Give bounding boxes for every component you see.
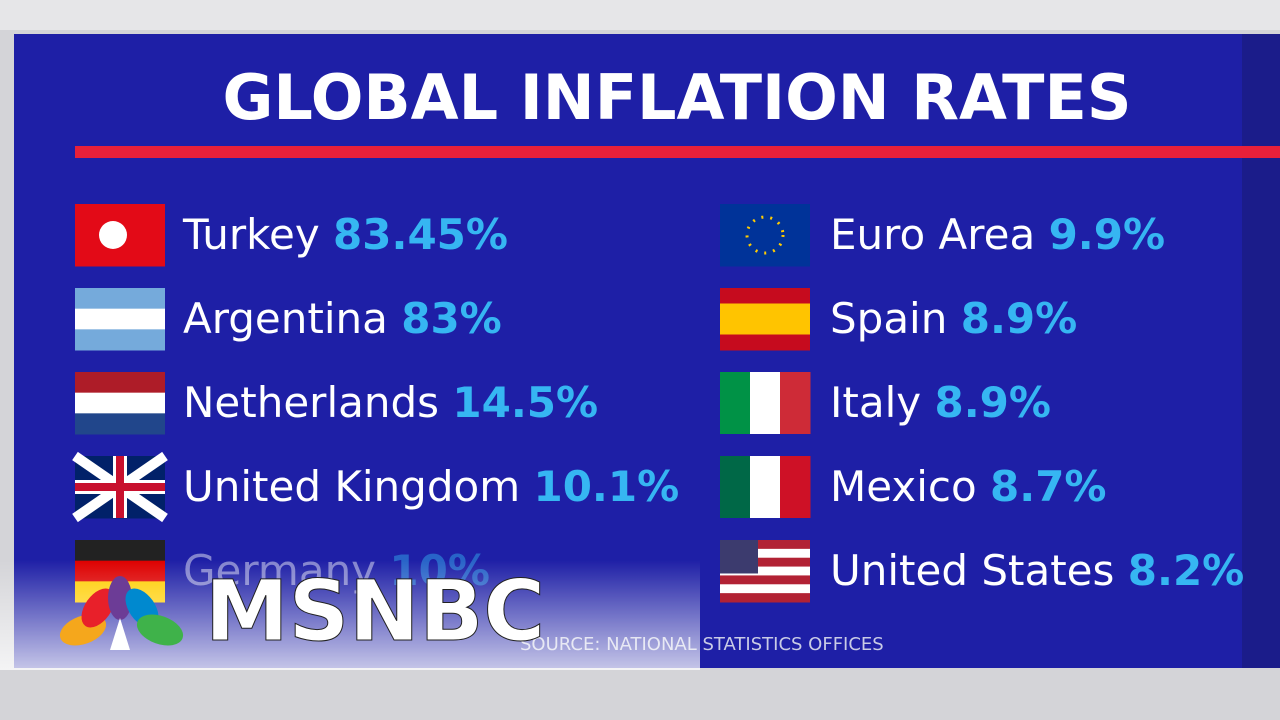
- country-rate: Spain 8.9%: [830, 294, 1077, 343]
- country-rate: Euro Area 9.9%: [830, 210, 1165, 259]
- flag-stripe: [75, 413, 165, 435]
- flag-stripe: [720, 575, 810, 585]
- row: Euro Area 9.9%: [720, 204, 1165, 267]
- rate: 14.5%: [452, 378, 598, 427]
- row: Mexico 8.7%: [720, 456, 1107, 518]
- country: Spain: [830, 294, 947, 343]
- country-rate: Italy 8.9%: [830, 378, 1051, 427]
- flag-stripe: [720, 584, 810, 594]
- flag-stripe: [720, 566, 810, 576]
- flag-stripe: [720, 372, 751, 434]
- flag-emblem: [745, 215, 785, 255]
- row: Argentina 83%: [75, 288, 502, 351]
- rate: 10.1%: [533, 462, 679, 511]
- row: Italy 8.9%: [720, 372, 1051, 434]
- rate: 8.2%: [1128, 546, 1244, 595]
- row: Turkey 83.45%: [75, 204, 508, 267]
- flag-stripe: [780, 372, 811, 434]
- flag-stripe: [720, 557, 810, 568]
- flag-stripe: [720, 334, 810, 351]
- top-strip: [0, 0, 1280, 30]
- flag-stripe: [720, 288, 810, 304]
- flag-stripe: [75, 372, 165, 394]
- flag-stripe: [720, 303, 810, 320]
- flag: [72, 451, 168, 523]
- flag-stripe: [75, 288, 165, 310]
- country-rate: Netherlands 14.5%: [183, 378, 598, 427]
- flag: [720, 456, 811, 518]
- flag-stripe: [780, 456, 811, 518]
- country-rate: Mexico 8.7%: [830, 462, 1107, 511]
- rate: 83.45%: [333, 210, 508, 259]
- row: Netherlands 14.5%: [75, 372, 598, 435]
- panel-edge: [1242, 34, 1280, 668]
- rate: 8.9%: [961, 294, 1077, 343]
- rate: 9.9%: [1049, 210, 1165, 259]
- red-rule: [75, 146, 1280, 158]
- flag-emblem: [75, 456, 165, 518]
- rate: 8.9%: [934, 378, 1050, 427]
- flag: [720, 288, 810, 351]
- country-rate: Turkey 83.45%: [182, 210, 508, 259]
- flag: [75, 372, 165, 435]
- country: Argentina: [183, 294, 388, 343]
- country: Netherlands: [183, 378, 439, 427]
- country: Italy: [830, 378, 921, 427]
- flag-emblem: [99, 221, 127, 249]
- flag-stripe: [75, 308, 165, 330]
- flag-stripe: [75, 329, 165, 351]
- country: United Kingdom: [183, 462, 520, 511]
- flag-stripe: [720, 593, 810, 603]
- flag: [75, 288, 165, 351]
- flag: [720, 204, 810, 267]
- flag: [75, 204, 165, 267]
- flag: [720, 540, 810, 603]
- peacock: [59, 576, 184, 650]
- flag-stripe: [720, 548, 810, 559]
- flag-stripe: [720, 540, 810, 550]
- rate: 8.7%: [990, 462, 1106, 511]
- country: Euro Area: [830, 210, 1035, 259]
- flag: [720, 372, 811, 434]
- rate: 83%: [401, 294, 502, 343]
- logo: MSNBC: [205, 562, 545, 660]
- row: United Kingdom 10.1%: [72, 451, 679, 523]
- row: United States 8.2%: [720, 540, 1244, 603]
- title: GLOBAL INFLATION RATES: [223, 61, 1132, 134]
- row: Spain 8.9%: [720, 288, 1077, 351]
- flag-stripe: [720, 319, 810, 335]
- flag-stripe: [720, 204, 810, 267]
- country-rate: United Kingdom 10.1%: [183, 462, 679, 511]
- country-rate: Argentina 83%: [183, 294, 502, 343]
- flag-stripe: [750, 456, 781, 518]
- country: United States: [830, 546, 1114, 595]
- country: Turkey: [182, 210, 320, 259]
- flag-stripe: [720, 456, 751, 518]
- country: Mexico: [830, 462, 977, 511]
- flag-stripe: [75, 540, 165, 562]
- country-rate: United States 8.2%: [830, 546, 1244, 595]
- flag-stripe: [750, 372, 781, 434]
- flag-emblem: [720, 540, 758, 574]
- flag-stripe: [75, 392, 165, 414]
